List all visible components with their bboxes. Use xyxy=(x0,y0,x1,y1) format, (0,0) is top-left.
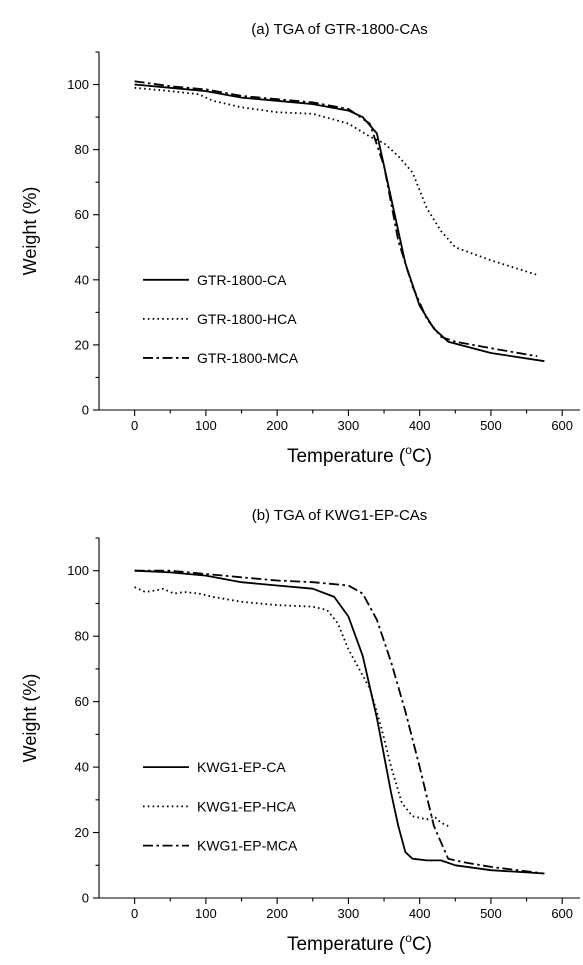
y-tick-label: 60 xyxy=(75,694,89,709)
x-tick-label: 600 xyxy=(551,906,573,921)
x-tick-label: 300 xyxy=(338,906,360,921)
legend-label: KWG1-EP-MCA xyxy=(197,838,298,854)
x-tick-label: 200 xyxy=(266,906,288,921)
y-tick-label: 80 xyxy=(75,629,89,644)
x-tick-label: 200 xyxy=(266,418,288,433)
y-tick-label: 40 xyxy=(75,272,89,287)
x-axis-label: Temperature (oC) xyxy=(287,443,432,467)
legend-label: GTR-1800-HCA xyxy=(197,311,297,327)
y-tick-label: 20 xyxy=(75,337,89,352)
x-tick-label: 100 xyxy=(195,418,217,433)
series-line-gtr-1800-mca xyxy=(134,80,538,358)
chart-title: (a) TGA of GTR-1800-CAs xyxy=(251,21,427,38)
legend-label: KWG1-EP-HCA xyxy=(197,798,296,814)
x-tick-label: 300 xyxy=(338,418,360,433)
legend-label: GTR-1800-MCA xyxy=(197,350,299,366)
y-tick-label: 100 xyxy=(67,77,89,92)
x-tick-label: 500 xyxy=(480,418,502,433)
series-line-kwg1-ep-hca xyxy=(134,586,449,827)
y-axis-label: Weight (%) xyxy=(20,674,40,763)
series-line-kwg1-ep-mca xyxy=(134,569,545,875)
y-tick-label: 20 xyxy=(75,825,89,840)
y-tick-label: 40 xyxy=(75,760,89,775)
y-tick-label: 100 xyxy=(67,563,89,578)
legend-label: KWG1-EP-CA xyxy=(197,759,286,775)
series-line-kwg1-ep-ca xyxy=(134,569,545,875)
series-line-gtr-1800-hca xyxy=(134,86,538,276)
x-tick-label: 0 xyxy=(131,906,138,921)
y-tick-label: 0 xyxy=(82,403,89,418)
legend-label: GTR-1800-CA xyxy=(197,272,287,288)
x-tick-label: 600 xyxy=(551,418,573,433)
x-tick-label: 100 xyxy=(195,906,217,921)
x-tick-label: 500 xyxy=(480,906,502,921)
y-tick-label: 60 xyxy=(75,207,89,222)
chart-title: (b) TGA of KWG1-EP-CAs xyxy=(252,507,428,524)
y-tick-label: 0 xyxy=(82,891,89,906)
x-tick-label: 400 xyxy=(409,418,431,433)
y-tick-label: 80 xyxy=(75,142,89,157)
y-axis-label: Weight (%) xyxy=(20,187,40,276)
x-tick-label: 0 xyxy=(131,418,138,433)
x-axis-label: Temperature (oC) xyxy=(287,931,432,955)
x-tick-label: 400 xyxy=(409,906,431,921)
